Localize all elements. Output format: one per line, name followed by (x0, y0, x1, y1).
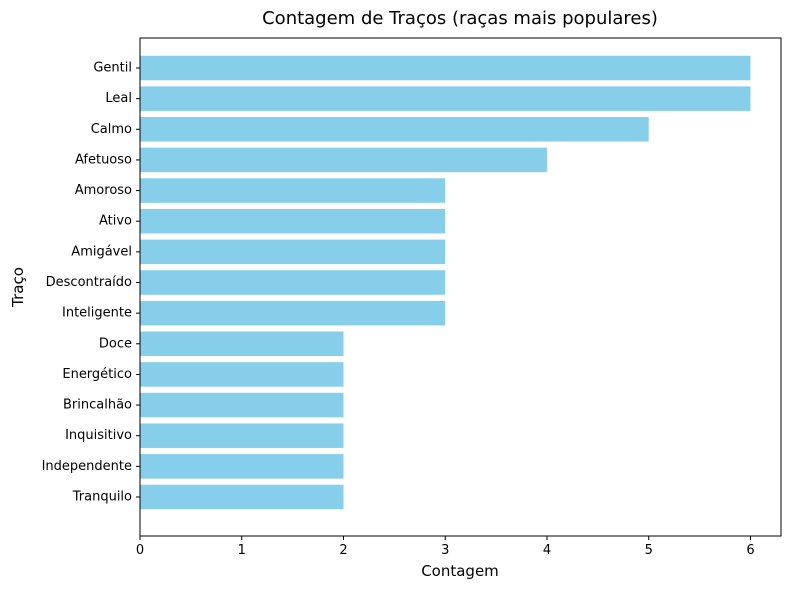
x-tick-label: 6 (746, 543, 754, 558)
bar-13 (140, 454, 344, 479)
bar-6 (140, 239, 446, 265)
bar-11 (140, 392, 344, 418)
bar-2 (140, 117, 649, 142)
x-axis-ticks: 0 1 2 3 4 5 6 (136, 536, 755, 558)
x-tick-label: 0 (136, 543, 144, 558)
x-tick-label: 4 (543, 543, 551, 558)
y-tick-label: Gentil (93, 61, 132, 76)
bar-0 (140, 55, 751, 81)
bar-12 (140, 423, 344, 448)
bar-4 (140, 178, 446, 203)
plot-frame (139, 37, 782, 537)
x-tick-label: 3 (441, 543, 449, 558)
y-tick-label: Brincalhão (63, 398, 132, 413)
bar-7 (140, 270, 446, 295)
y-axis-ticks: Gentil Leal Calmo Afetuoso Amoroso Ativo Amigá… (42, 61, 140, 505)
y-tick-label: Afetuoso (75, 152, 132, 167)
y-axis-label: Traço (9, 267, 27, 308)
y-tick-label: Amoroso (75, 183, 132, 198)
bar-3 (140, 147, 547, 173)
y-tick-label: Calmo (91, 122, 132, 137)
y-tick-label: Descontraído (46, 275, 132, 290)
bar-9 (140, 331, 344, 357)
x-tick-label: 2 (339, 543, 347, 558)
x-tick-label: 1 (238, 543, 246, 558)
bar-8 (140, 300, 446, 326)
y-tick-label: Inteligente (62, 306, 132, 321)
bar-14 (140, 484, 344, 510)
chart-title: Contagem de Traços (raças mais populares… (262, 8, 658, 29)
y-tick-label: Amigável (71, 244, 132, 259)
y-tick-label: Doce (99, 336, 132, 351)
y-tick-label: Inquisitivo (65, 428, 132, 443)
bar-1 (140, 86, 751, 111)
y-tick-label: Tranquilo (72, 490, 132, 505)
bar-5 (140, 208, 446, 234)
bar-10 (140, 362, 344, 387)
y-tick-label: Energético (62, 367, 132, 382)
y-tick-label: Ativo (99, 214, 132, 229)
y-tick-label: Leal (105, 91, 132, 106)
y-tick-label: Independente (42, 459, 132, 474)
x-axis-label: Contagem (421, 562, 499, 580)
x-tick-label: 5 (645, 543, 653, 558)
bars-group (140, 55, 751, 510)
